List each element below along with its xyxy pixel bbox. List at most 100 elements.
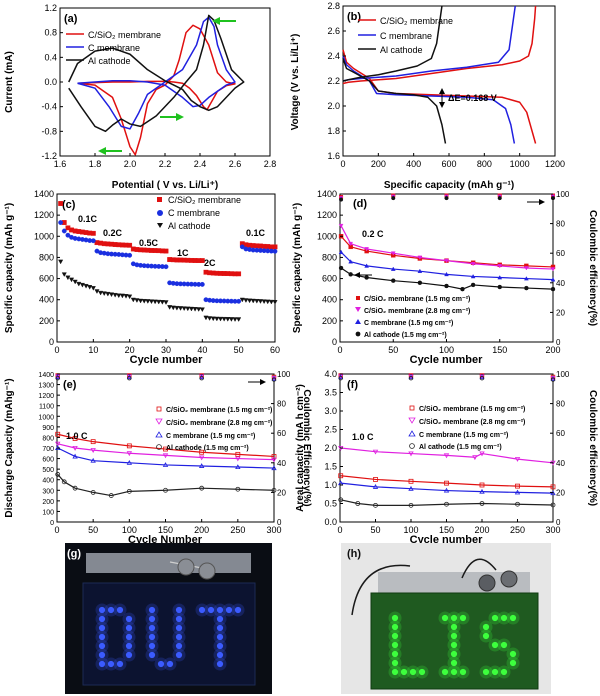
legend-f: C/SiO₂ membrane (1.5 mg cm⁻²) C/SiO₂ mem… (408, 405, 525, 451)
rate-point-2-52 (247, 298, 253, 304)
x-tick-label-c-1: 10 (88, 345, 98, 355)
plot-area-b (342, 5, 537, 144)
legend-label-b-1: C membrane (380, 31, 432, 41)
rate-label-c-4: 2C (204, 258, 216, 268)
y-tick-label-a-3: 0.0 (44, 77, 57, 87)
x-tick-label-c-6: 60 (270, 345, 280, 355)
y-tick-label-f-3: 1.5 (324, 462, 337, 472)
led (98, 642, 106, 650)
rate-point-2-16 (116, 293, 122, 299)
led (225, 606, 233, 614)
capacity-point-e-0-5 (199, 449, 205, 455)
panel-tag-b: (b) (347, 11, 361, 23)
capacity-point-f-1-3 (443, 453, 450, 459)
y-tick-label-e-10: 1000 (38, 414, 54, 421)
ce-point-d-3-0 (339, 197, 344, 202)
capacity-point-d-3-10 (550, 286, 556, 292)
led (500, 614, 508, 622)
legend-label-a-2: Al cathode (88, 56, 131, 66)
rate-point-2-25 (148, 299, 155, 305)
capacity-point-e-2-4 (162, 462, 169, 467)
rate-point-2-18 (123, 294, 129, 299)
panel-d: (d) 0 50 100 150 200020040060080010001200140… (292, 189, 598, 366)
y-tick-label-f-0: 0.0 (324, 517, 337, 527)
rate-point-1-1 (61, 228, 67, 234)
y-tick-label-f-6: 3.0 (324, 406, 337, 416)
y-right-tick-label-f-3: 60 (556, 429, 565, 438)
capacity-point-d-2-3 (390, 266, 396, 271)
y-tick-label-e-12: 1200 (38, 393, 54, 400)
led (175, 615, 183, 623)
capacity-point-d-2-8 (524, 276, 529, 281)
y-right-tick-label-d-5: 100 (556, 190, 570, 199)
delta-e-label-b: ΔE=0.168 V (448, 93, 497, 103)
ce-point-e-3-1 (127, 375, 132, 381)
capacity-point-d-3-5 (444, 283, 449, 289)
y-axis-title-d: Specific capacity (mAh g⁻¹) (292, 203, 303, 333)
led (125, 642, 133, 650)
y-tick-label-e-9: 900 (42, 425, 54, 432)
rate-point-2-26 (152, 299, 158, 305)
rate-point-2-51 (243, 298, 249, 303)
led (148, 633, 156, 641)
led (450, 668, 458, 676)
rate-point-2-34 (181, 306, 187, 311)
x-tick-label-e-2: 100 (122, 525, 137, 535)
axis-pointer-right-head-d (539, 199, 545, 205)
capacity-point-f-0-1 (373, 477, 378, 482)
legend-label-e-1: C/SiO₂ membrane (2.8 mg cm⁻²) (166, 420, 272, 427)
capacity-point-d-2-1 (348, 259, 353, 264)
charge-curve-0 (342, 5, 537, 85)
breadboard-g (86, 553, 251, 573)
led (175, 606, 183, 614)
capacity-point-f-1-6 (514, 457, 521, 462)
led (450, 650, 458, 658)
led (98, 624, 106, 632)
x-tick-label-e-6: 300 (266, 525, 281, 535)
y-right-tick-label-e-5: 100 (277, 370, 291, 379)
y-tick-label-d-7: 1400 (317, 189, 337, 199)
panel-b: (b) 0 200 400 600 800 1000 1200 1.6 1.8 2.0 2.2 2.4… (290, 1, 565, 191)
legend-swatch-f-0 (409, 405, 415, 411)
capacity-point-f-1-4 (472, 455, 478, 461)
rate-label-c-3: 1C (177, 248, 189, 258)
led (391, 650, 399, 658)
rate-point-2-54 (254, 299, 260, 304)
y-tick-label-c-5: 1000 (34, 231, 54, 241)
y-tick-label-e-6: 600 (42, 457, 54, 464)
capacity-point-d-1-4 (417, 255, 423, 260)
led (409, 668, 417, 676)
rate-point-2-4 (72, 279, 78, 285)
jumper-wire-top-h (461, 558, 497, 579)
capacity-point-d-2-7 (497, 275, 503, 280)
y-axis-title-e: Discharge Capacity (mAhg⁻¹) (4, 378, 15, 517)
y-tick-label-d-5: 1000 (317, 231, 337, 241)
capacity-point-d-1-3 (390, 251, 396, 256)
axis-pointer-left-head-d (354, 272, 360, 278)
capacity-point-e-2-3 (126, 459, 133, 465)
capacity-point-e-0-2 (90, 439, 96, 445)
plot-area-c (58, 201, 278, 322)
rate-point-2-58 (268, 299, 274, 305)
capacity-point-f-3-0 (338, 497, 344, 503)
led (450, 614, 458, 622)
rate-point-2-24 (145, 299, 151, 304)
led (482, 668, 490, 676)
capacity-point-d-1-2 (364, 247, 369, 252)
x-tick-label-b-0: 0 (340, 159, 345, 169)
led (391, 659, 399, 667)
led (98, 651, 106, 659)
capacity-trend-f-0 (340, 475, 554, 488)
capacity-point-e-1-7 (271, 457, 277, 463)
y-right-tick-label-f-0: 0 (556, 518, 561, 527)
rate-point-2-19 (127, 294, 133, 300)
rate-point-2-15 (112, 292, 118, 298)
rate-point-0-9 (90, 230, 96, 236)
legend-label-c-0: C/SiO₂ membrane (168, 195, 241, 205)
photo-tag-g: (g) (67, 548, 81, 560)
rate-point-2-53 (250, 298, 256, 304)
y-right-tick-label-f-1: 20 (556, 488, 565, 497)
led (98, 615, 106, 623)
charge-curve-2 (342, 5, 443, 82)
capacity-point-f-3-2 (373, 502, 378, 508)
